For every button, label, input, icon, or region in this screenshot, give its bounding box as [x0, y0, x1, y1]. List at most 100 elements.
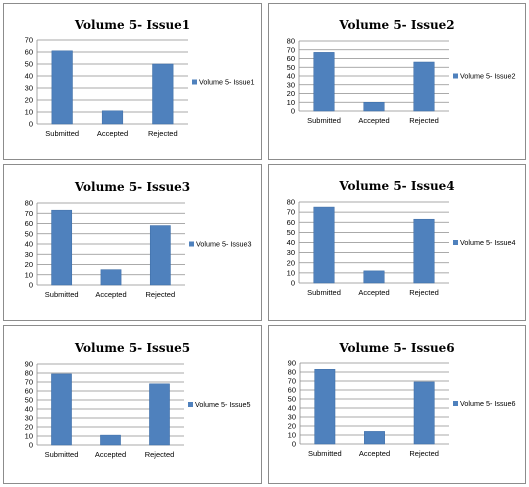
- y-tick-label: 20: [288, 422, 296, 431]
- bar-chart: 0 10 20 30 40 50 60 70 Submitted Accepted Rejected…: [25, 36, 255, 139]
- x-tick-label: Accepted: [359, 449, 390, 458]
- y-tick-label: 10: [25, 270, 33, 279]
- y-tick-label: 50: [288, 395, 296, 404]
- chart-title: Volume 5- Issue3: [74, 180, 191, 194]
- legend-label: Volume 5- Issue4: [460, 238, 516, 247]
- legend-label: Volume 5- Issue6: [460, 399, 516, 408]
- y-tick-label: 70: [25, 36, 33, 45]
- y-tick-label: 20: [25, 260, 33, 269]
- y-tick-label: 70: [287, 208, 295, 217]
- x-tick-label: Submitted: [45, 450, 79, 459]
- x-tick-label: Accepted: [358, 116, 389, 125]
- y-tick-label: 80: [25, 369, 33, 378]
- x-tick-label: Submitted: [45, 129, 79, 138]
- legend-label: Volume 5- Issue5: [195, 400, 251, 409]
- chart-title: Volume 5- Issue4: [339, 179, 455, 193]
- y-tick-label: 40: [25, 72, 33, 81]
- chart-panel-issue3: Volume 5- Issue3 0 10 20 30 40 50 60 70 80 Submit…: [3, 164, 262, 321]
- bar-submitted: [51, 209, 73, 286]
- y-tick-label: 40: [288, 404, 296, 413]
- y-tick-label: 70: [288, 377, 296, 386]
- bar-rejected: [149, 383, 170, 446]
- y-tick-label: 70: [25, 209, 33, 218]
- bar-rejected: [413, 381, 435, 445]
- bar-rejected: [413, 61, 435, 112]
- y-tick-label: 80: [287, 37, 295, 46]
- x-tick-label: Submitted: [308, 449, 342, 458]
- x-tick-label: Accepted: [358, 288, 389, 297]
- y-tick-label: 10: [287, 98, 295, 107]
- x-tick-label: Submitted: [45, 290, 79, 299]
- y-tick-label: 60: [287, 218, 295, 227]
- y-tick-label: 10: [25, 432, 33, 441]
- y-tick-label: 10: [287, 268, 295, 277]
- bar-accepted: [363, 102, 385, 112]
- y-tick-label: 50: [25, 396, 33, 405]
- bar-submitted: [51, 50, 73, 125]
- y-tick-label: 0: [29, 120, 33, 129]
- legend-swatch: [189, 241, 194, 247]
- y-tick-label: 80: [288, 368, 296, 377]
- bar-accepted: [100, 269, 122, 286]
- x-tick-label: Submitted: [307, 288, 341, 297]
- bar-submitted: [313, 206, 335, 284]
- bar-accepted: [100, 434, 121, 446]
- y-tick-label: 60: [25, 48, 33, 57]
- y-tick-label: 50: [25, 229, 33, 238]
- chart-panel-issue5: Volume 5- Issue5 0 10 20 30 40 50 60 70 80 90 Subm…: [3, 325, 262, 484]
- legend-swatch: [453, 401, 458, 406]
- y-tick-label: 80: [25, 199, 33, 208]
- y-tick-label: 40: [25, 240, 33, 249]
- y-tick-label: 70: [25, 378, 33, 387]
- bar-rejected: [413, 218, 435, 284]
- x-tick-label: Rejected: [409, 116, 439, 125]
- y-tick-label: 90: [288, 359, 296, 368]
- chart-panel-issue1: Volume 5- Issue1 0 10 20 30 40 50 60 70 Submitte…: [3, 3, 262, 160]
- bar-submitted: [51, 373, 72, 446]
- legend-swatch: [188, 402, 193, 407]
- y-tick-label: 60: [25, 219, 33, 228]
- x-tick-label: Rejected: [145, 450, 175, 459]
- y-tick-label: 30: [25, 84, 33, 93]
- y-tick-label: 10: [25, 108, 33, 117]
- y-tick-label: 40: [287, 238, 295, 247]
- y-tick-label: 0: [29, 281, 33, 290]
- y-tick-label: 70: [287, 45, 295, 54]
- y-tick-label: 0: [29, 441, 33, 450]
- legend-swatch: [192, 79, 197, 85]
- y-tick-label: 40: [287, 72, 295, 81]
- bar-rejected: [152, 63, 174, 125]
- x-tick-label: Submitted: [307, 116, 341, 125]
- bar-submitted: [313, 52, 335, 112]
- x-tick-label: Accepted: [97, 129, 128, 138]
- y-tick-label: 90: [25, 360, 33, 369]
- y-tick-label: 30: [287, 248, 295, 257]
- bar-submitted: [314, 369, 336, 445]
- y-tick-label: 30: [25, 250, 33, 259]
- y-tick-label: 10: [288, 431, 296, 440]
- y-tick-label: 50: [25, 60, 33, 69]
- x-tick-label: Accepted: [95, 290, 126, 299]
- x-tick-label: Rejected: [148, 129, 178, 138]
- bar-accepted: [364, 431, 385, 445]
- y-tick-label: 20: [25, 96, 33, 105]
- chart-title: Volume 5- Issue6: [339, 341, 455, 355]
- chart-panel-issue2: Volume 5- Issue2 0 10 20 30 40 50 60 70 80 Submit…: [268, 3, 526, 160]
- y-tick-label: 20: [25, 423, 33, 432]
- y-tick-label: 40: [25, 405, 33, 414]
- chart-panel-issue4: Volume 5- Issue4 0 10 20 30 40 50 60 70 80 Submit…: [268, 164, 526, 321]
- y-tick-label: 0: [291, 107, 295, 116]
- y-tick-label: 20: [287, 89, 295, 98]
- y-tick-label: 30: [25, 414, 33, 423]
- bar-rejected: [149, 225, 171, 286]
- y-tick-label: 50: [287, 63, 295, 72]
- y-tick-label: 60: [25, 387, 33, 396]
- x-tick-label: Rejected: [409, 288, 439, 297]
- x-tick-label: Rejected: [146, 290, 176, 299]
- y-tick-label: 0: [292, 440, 296, 449]
- y-tick-label: 30: [287, 80, 295, 89]
